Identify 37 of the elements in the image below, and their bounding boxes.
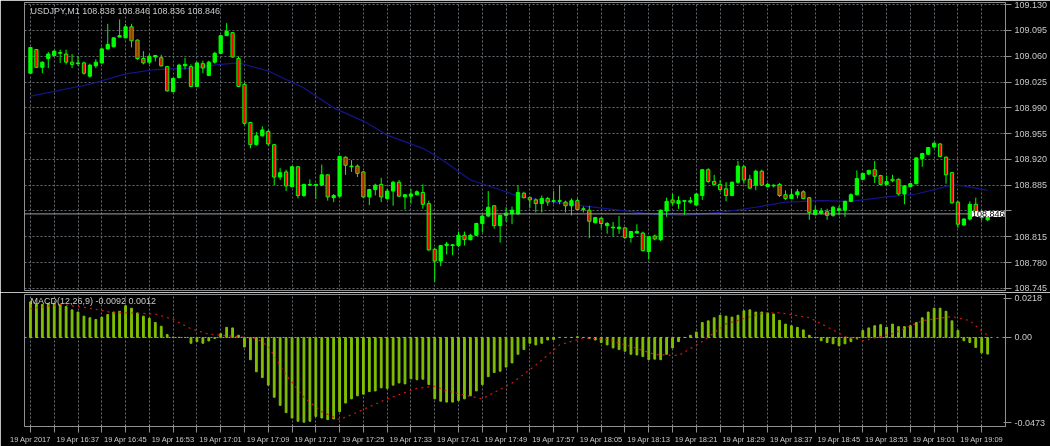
candlestick <box>283 169 289 192</box>
y-tick-label: 108.745 <box>1014 283 1048 294</box>
candlestick <box>741 164 747 185</box>
candlestick <box>735 160 741 185</box>
candlestick <box>527 195 532 209</box>
chart-title: USDJPY,M1 108.838 108.846 108.836 108.846 <box>30 5 220 16</box>
candlestick <box>194 61 200 88</box>
y-tick-label: -0.0473 <box>1014 417 1046 428</box>
candlestick <box>717 179 723 193</box>
y-tick-label: 108.885 <box>1014 180 1048 191</box>
y-tick-label: 108.920 <box>1014 154 1048 165</box>
y-tick-label: 109.060 <box>1014 51 1048 62</box>
y-tick-label: 109.130 <box>1014 0 1048 10</box>
candlestick <box>402 193 408 210</box>
y-tick-label: 0.00 <box>1014 332 1033 343</box>
y-tick-label: 108.990 <box>1014 102 1048 113</box>
candlestick <box>307 178 313 187</box>
candlestick <box>69 53 75 69</box>
y-tick-label: 108.780 <box>1014 257 1048 268</box>
y-tick-label: 0.0218 <box>1014 293 1043 304</box>
candlestick <box>420 183 425 210</box>
candlestick <box>498 214 503 244</box>
chart-title: MACD(12,26,9) -0.0092 0.0012 <box>30 295 157 306</box>
candlestick <box>200 60 205 74</box>
candlestick <box>75 55 81 67</box>
y-tick-label: 108.815 <box>1014 231 1048 242</box>
candlestick <box>408 188 414 205</box>
ref-line-label: 108.846 <box>971 208 1005 219</box>
candlestick <box>610 221 616 238</box>
y-tick-label: 109.025 <box>1014 77 1048 88</box>
candlestick <box>634 223 640 235</box>
candlestick <box>390 180 396 207</box>
candlestick <box>854 169 859 196</box>
candlestick <box>723 181 729 202</box>
y-tick-label: 108.955 <box>1014 128 1048 139</box>
y-tick-label: 109.095 <box>1014 25 1048 36</box>
candlestick <box>943 155 949 185</box>
